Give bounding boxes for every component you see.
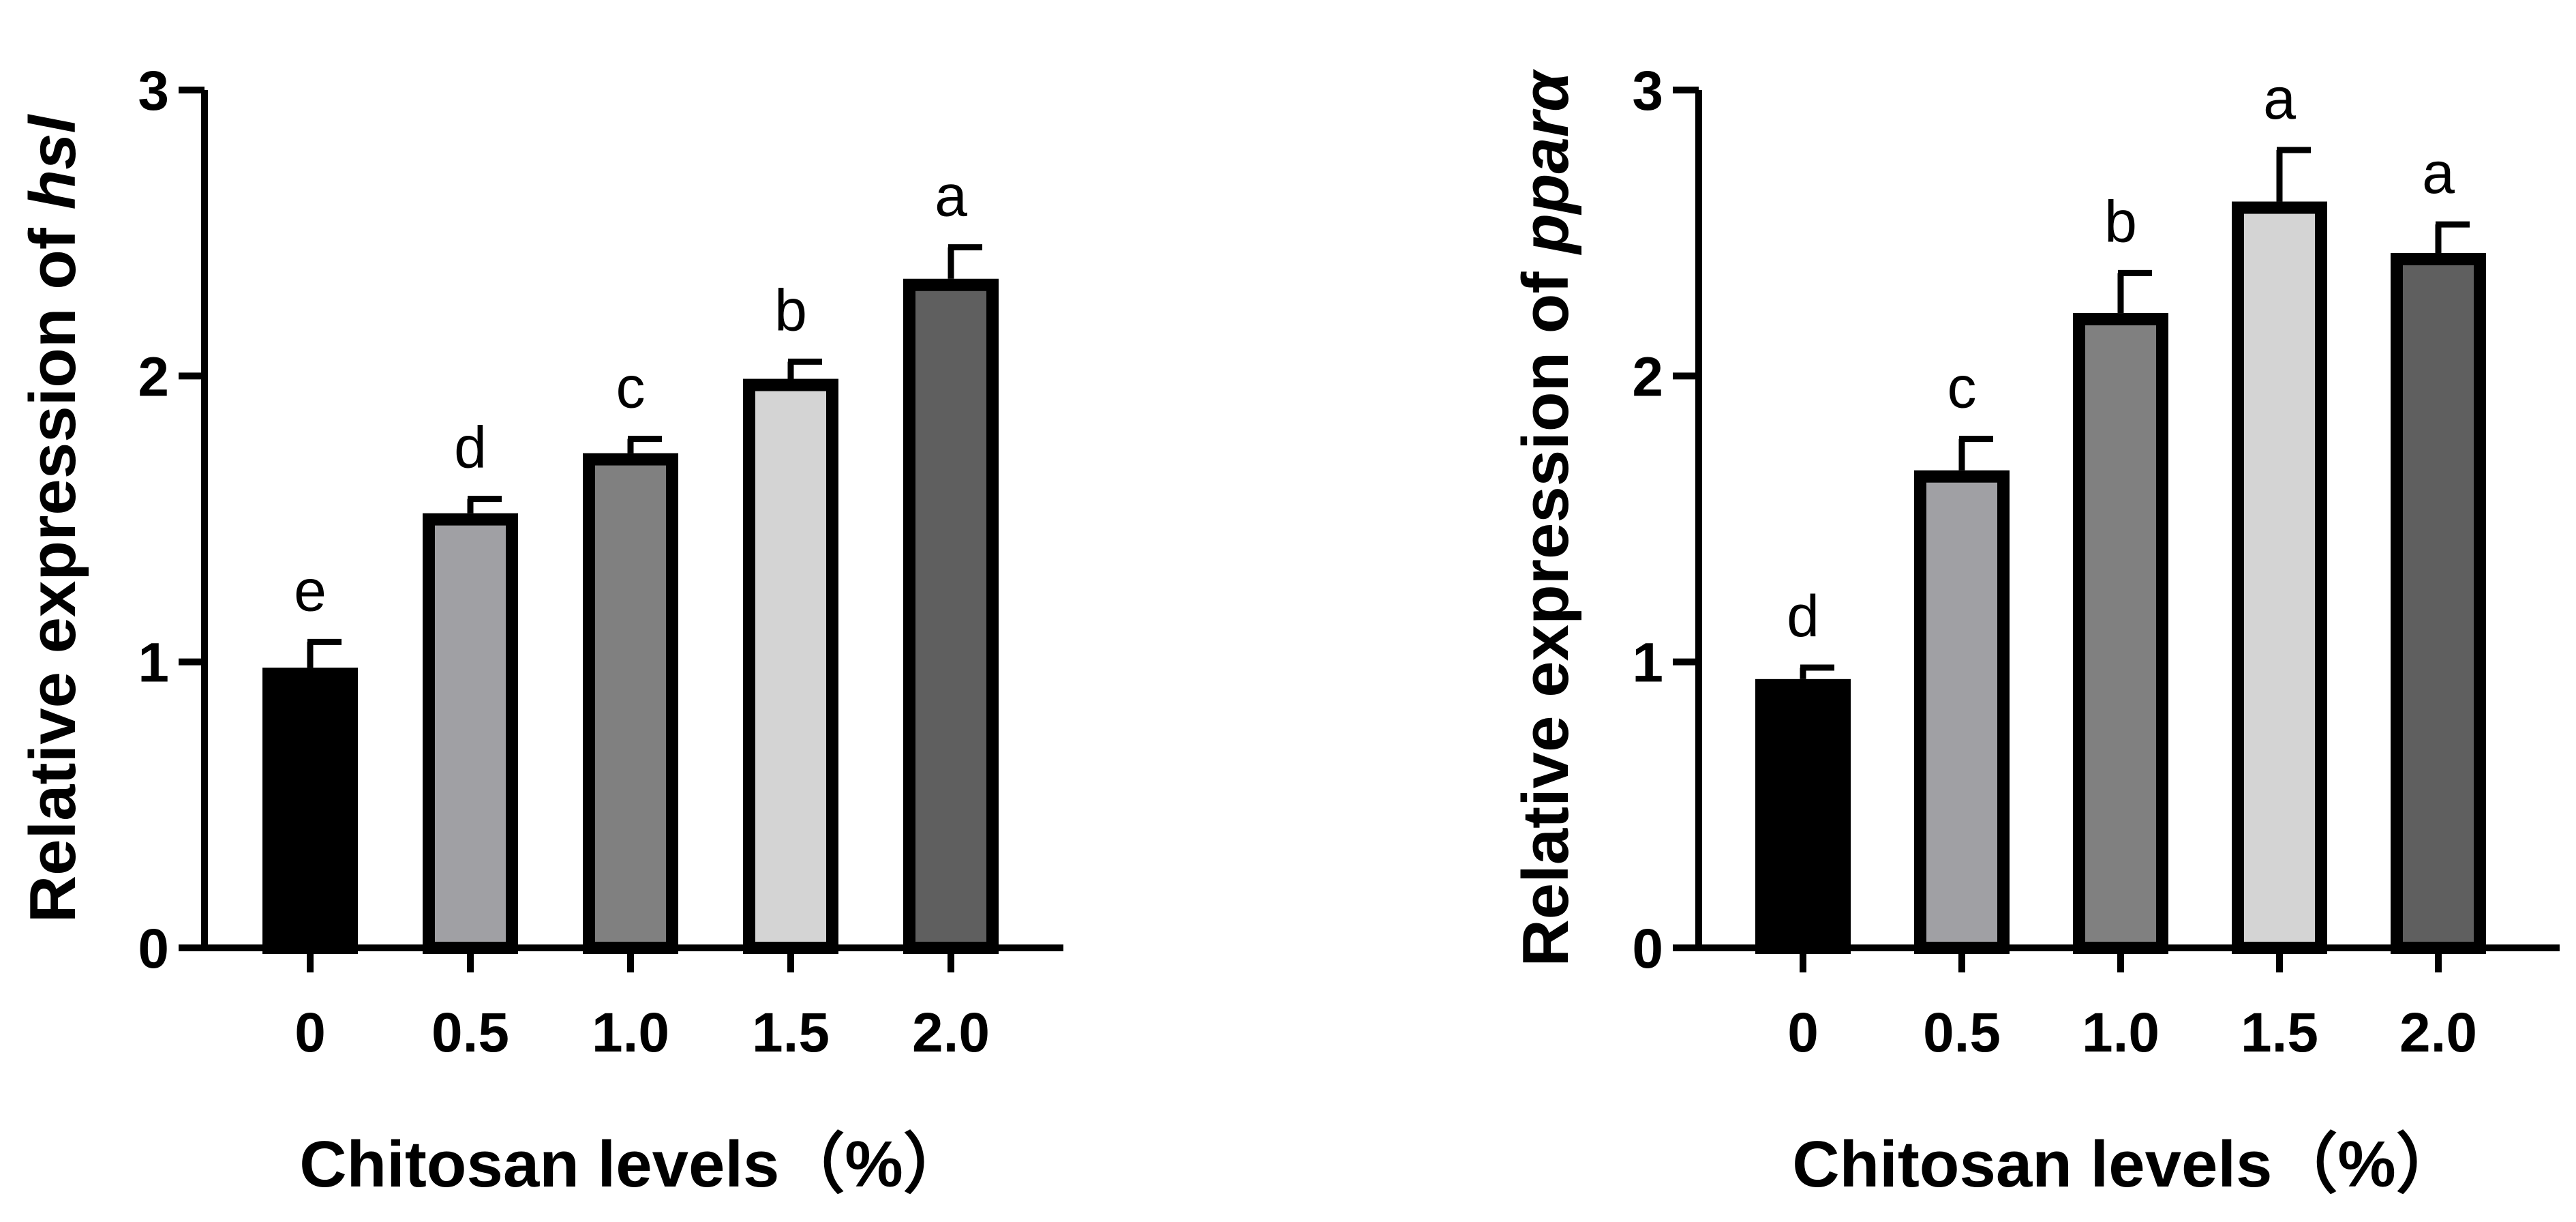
significance-label-1.0: b bbox=[2104, 189, 2137, 254]
significance-label-1.5: a bbox=[2263, 66, 2296, 132]
x-tick-label-1.0: 1.0 bbox=[592, 1002, 669, 1064]
bar-0 bbox=[1755, 679, 1851, 954]
significance-label-2.0: a bbox=[2422, 140, 2455, 206]
bar-2.0 bbox=[2391, 253, 2486, 954]
y-ticks: 0 1 2 3 bbox=[138, 60, 204, 980]
significance-label-0: d bbox=[1787, 584, 1819, 649]
x-ticks: 0 0.5 1.0 1.5 2.0 bbox=[1787, 948, 2477, 1064]
bar-1.5 bbox=[2232, 201, 2327, 954]
y-axis-title-prefix: Relative expression of bbox=[16, 209, 89, 923]
y-tick-label-2: 2 bbox=[1632, 346, 1663, 408]
y-axis-title-gene: pparα bbox=[1509, 69, 1582, 256]
y-tick-label-3: 3 bbox=[1632, 60, 1663, 122]
y-tick-label-0: 0 bbox=[138, 918, 169, 980]
y-tick-label-3: 3 bbox=[138, 60, 169, 122]
x-axis-title: Chitosan levels（%） bbox=[1792, 1128, 2461, 1201]
y-axis-title-prefix: Relative expression of bbox=[1509, 254, 1582, 967]
bar-0.5 bbox=[1914, 470, 2010, 954]
y-axis-title-gene: hsl bbox=[16, 113, 89, 209]
bar-0 bbox=[262, 668, 358, 954]
significance-label-1.5: b bbox=[774, 278, 807, 343]
bar-0.5 bbox=[423, 513, 518, 954]
y-ticks: 0 1 2 3 bbox=[1632, 60, 1699, 980]
x-tick-label-2.0: 2.0 bbox=[912, 1002, 990, 1064]
x-tick-label-0.5: 0.5 bbox=[431, 1002, 509, 1064]
significance-label-1.0: c bbox=[616, 355, 646, 421]
y-tick-label-2: 2 bbox=[138, 346, 169, 408]
bar-2.0 bbox=[903, 278, 999, 954]
y-axis-title: Relative expression of pparα bbox=[1509, 69, 1582, 967]
bar-series: e d c b a bbox=[262, 164, 999, 954]
significance-label-0: e bbox=[294, 558, 327, 623]
significance-label-0.5: c bbox=[1948, 355, 1977, 421]
significance-label-2.0: a bbox=[935, 164, 967, 229]
chart-panel-hsl: 0 1 2 3 0 0.5 1.0 1.5 2.0 e d c b a Chitosan levels… bbox=[16, 60, 1063, 1201]
bar-1.0 bbox=[2073, 313, 2168, 954]
bar-1.0 bbox=[583, 453, 678, 954]
x-tick-label-2.0: 2.0 bbox=[2399, 1002, 2477, 1064]
chart-panel-ppara: 0 1 2 3 0 0.5 1.0 1.5 2.0 d c b a a Chitosan levels… bbox=[1509, 60, 2560, 1201]
x-tick-label-0: 0 bbox=[294, 1002, 326, 1064]
y-tick-label-0: 0 bbox=[1632, 918, 1663, 980]
x-ticks: 0 0.5 1.0 1.5 2.0 bbox=[294, 948, 990, 1064]
y-tick-label-1: 1 bbox=[138, 632, 169, 694]
bar-1.5 bbox=[743, 378, 838, 954]
bar-series: d c b a a bbox=[1755, 66, 2486, 954]
x-tick-label-1.0: 1.0 bbox=[2082, 1002, 2160, 1064]
x-tick-label-1.5: 1.5 bbox=[752, 1002, 830, 1064]
significance-label-0.5: d bbox=[454, 415, 487, 481]
y-tick-label-1: 1 bbox=[1632, 632, 1663, 694]
x-tick-label-1.5: 1.5 bbox=[2241, 1002, 2318, 1064]
x-tick-label-0: 0 bbox=[1787, 1002, 1819, 1064]
x-tick-label-0.5: 0.5 bbox=[1923, 1002, 2001, 1064]
y-axis-title: Relative expression of hsl bbox=[16, 113, 89, 923]
x-axis-title: Chitosan levels（%） bbox=[299, 1128, 969, 1201]
